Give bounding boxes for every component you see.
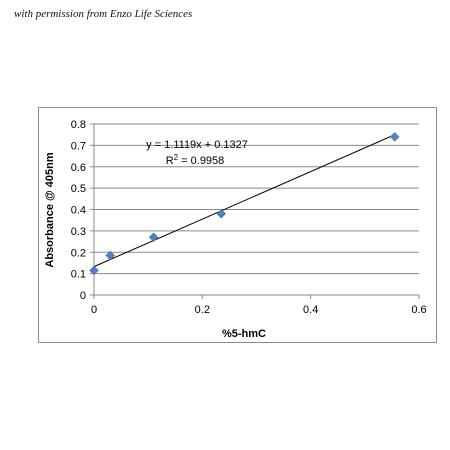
x-tick-labels: 0 0.2 0.4 0.6 xyxy=(91,304,427,316)
trendline-group xyxy=(93,134,395,268)
chart-container: 0 0.1 0.2 0.3 0.4 0.5 0.6 0.7 0.8 0 0.2 0.4 0.6 y =… xyxy=(38,107,437,343)
x-tick-label-1: 0.2 xyxy=(195,304,210,316)
r-squared-r: R xyxy=(166,155,174,167)
data-point-0-4 xyxy=(389,131,400,142)
y-tick-label-6: 0.6 xyxy=(71,162,86,174)
y-tick-label-2: 0.2 xyxy=(71,247,86,259)
y-tick-label-1: 0.1 xyxy=(71,269,86,281)
trendline-equation: y = 1.1119x + 0.1327 xyxy=(146,139,248,151)
r-squared-label: R2 = 0.9958 xyxy=(166,153,225,167)
y-tick-labels: 0 0.1 0.2 0.3 0.4 0.5 0.6 0.7 0.8 xyxy=(71,119,86,302)
y-tick-label-7: 0.7 xyxy=(71,140,86,152)
y-tick-label-3: 0.3 xyxy=(71,226,86,238)
r-squared-value: = 0.9958 xyxy=(178,155,224,167)
r-squared-superscript: 2 xyxy=(174,153,179,162)
x-tick-label-2: 0.4 xyxy=(303,304,318,316)
y-tick-label-8: 0.8 xyxy=(71,119,86,131)
data-point-0-3 xyxy=(216,208,227,219)
axes xyxy=(90,123,420,299)
y-tick-label-0: 0 xyxy=(80,290,86,302)
y-tick-label-4: 0.4 xyxy=(71,205,86,217)
data-point-0-1 xyxy=(105,250,116,261)
data-points xyxy=(89,131,400,276)
data-point-0-0 xyxy=(89,265,99,276)
y-tick-label-5: 0.5 xyxy=(71,183,86,195)
scatter-chart: 0 0.1 0.2 0.3 0.4 0.5 0.6 0.7 0.8 0 0.2 0.4 0.6 y =… xyxy=(44,119,427,340)
data-point-0-2 xyxy=(148,232,159,243)
x-axis-title: %5-hmC xyxy=(222,328,266,340)
trendline xyxy=(93,134,395,268)
y-axis-title: Absorbance @ 405nm xyxy=(44,152,56,267)
gridlines xyxy=(94,123,419,275)
x-tick-label-0: 0 xyxy=(91,304,97,316)
x-tick-label-3: 0.6 xyxy=(411,304,426,316)
permission-credit: with permission from Enzo Life Sciences xyxy=(14,8,193,20)
